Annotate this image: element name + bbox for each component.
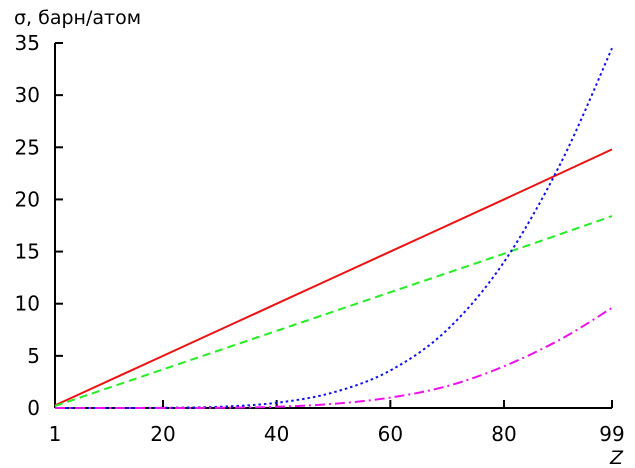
y-tick-label: 20 bbox=[15, 187, 40, 211]
series-line-4 bbox=[55, 307, 613, 410]
y-tick-label: 35 bbox=[15, 31, 40, 55]
ticks: 0 5 10 15 20 25 30 35 1 20 40 60 80 99 bbox=[15, 31, 625, 446]
series-line-3 bbox=[54, 47, 613, 410]
x-tick-label: 40 bbox=[264, 422, 289, 446]
axes bbox=[54, 43, 612, 409]
x-tick-label: 60 bbox=[378, 422, 403, 446]
x-tick-label: 80 bbox=[491, 422, 516, 446]
y-tick-label: 15 bbox=[15, 240, 40, 264]
x-axis-title: Z bbox=[609, 447, 624, 468]
series-line-1 bbox=[54, 148, 613, 407]
x-tick-label: 99 bbox=[599, 422, 624, 446]
x-tick-label: 1 bbox=[49, 422, 62, 446]
y-tick-label: 5 bbox=[27, 344, 40, 368]
y-tick-label: 30 bbox=[15, 83, 40, 107]
y-tick-label: 10 bbox=[15, 292, 40, 316]
y-tick-label: 0 bbox=[27, 396, 40, 420]
series-group bbox=[54, 47, 613, 410]
y-axis-title: σ, барн/атом bbox=[14, 7, 141, 29]
y-tick-label: 25 bbox=[15, 135, 40, 159]
series-line-2 bbox=[54, 215, 613, 407]
x-tick-label: 20 bbox=[150, 422, 175, 446]
